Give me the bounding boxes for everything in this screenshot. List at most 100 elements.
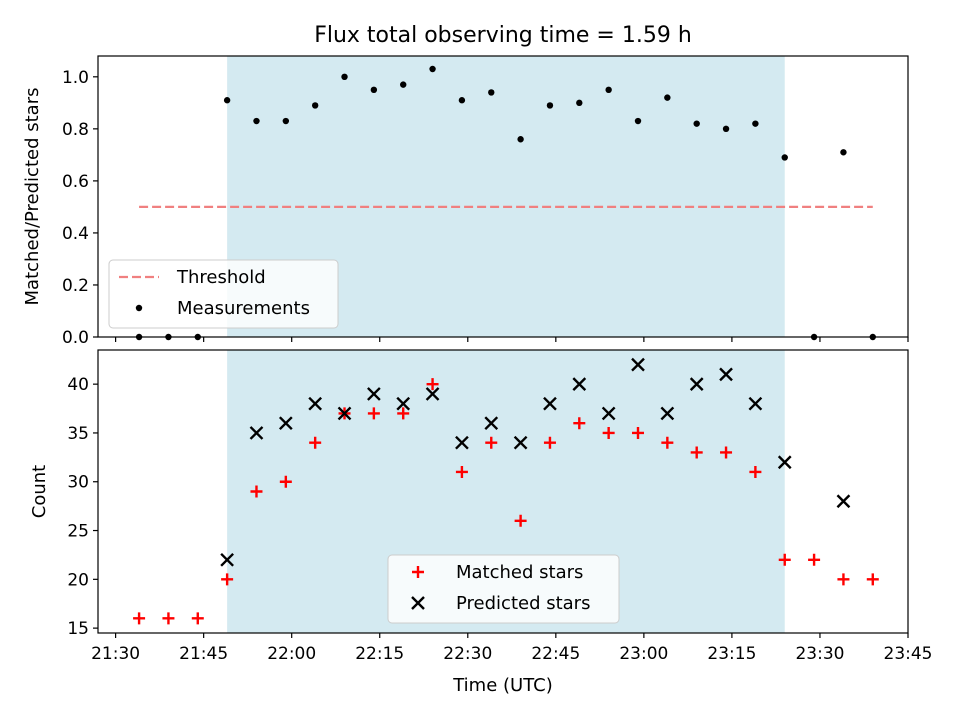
top-dot-point — [664, 94, 671, 101]
top-dot-point — [311, 102, 319, 109]
bottom-x-point — [367, 387, 381, 401]
top-y-tick-label: 0.4 — [62, 224, 89, 244]
top-dot-point — [605, 86, 612, 94]
bottom-y-tick-label: 20 — [67, 570, 89, 590]
bottom-x-point — [660, 406, 675, 421]
top-dot-point — [253, 117, 260, 125]
top-panel-flux-ratio: 0.0 0.2 0.4 0.6 0.8 1.0 Matched/Predicted star… — [22, 55, 909, 348]
bottom-legend: Matched stars Predicted stars — [387, 554, 620, 624]
bottom-plus-point — [602, 426, 615, 439]
legend-entry-label: Threshold — [176, 267, 266, 288]
top-y-tick-label: 0.6 — [62, 172, 89, 192]
top-dot-point — [693, 120, 700, 127]
x-axis-label: Time (UTC) — [452, 675, 553, 696]
top-dot-point — [341, 73, 348, 81]
top-legend-box — [108, 259, 339, 329]
bottom-plus-point — [720, 446, 733, 459]
bottom-plus-point — [250, 485, 263, 498]
top-y-tick-label: 0.0 — [62, 328, 89, 348]
bottom-plus-point — [279, 475, 292, 488]
bottom-x-point — [308, 396, 323, 411]
bottom-plus-point — [632, 426, 644, 439]
x-tick-label: 23:00 — [619, 644, 668, 664]
top-dot-point — [576, 99, 583, 107]
bottom-plus-point — [573, 417, 586, 430]
bottom-x-point — [425, 387, 440, 401]
bottom-plus-point — [162, 612, 175, 625]
bottom-x-point — [777, 455, 792, 470]
top-y-tick-label: 1.0 — [62, 68, 89, 88]
bottom-plus-point — [661, 436, 674, 449]
top-dot-point — [781, 154, 788, 161]
bottom-x-point — [278, 416, 293, 431]
bottom-plus-point — [837, 573, 850, 586]
bottom-x-point — [337, 406, 352, 421]
bottom-plus-point — [543, 436, 556, 449]
top-dot-point — [722, 125, 730, 133]
bottom-plus-point — [455, 465, 468, 478]
legend-entry-label: Predicted stars — [456, 593, 590, 614]
top-axes-frame — [97, 55, 909, 338]
bottom-plus-point — [690, 446, 703, 459]
top-dot-point — [458, 97, 466, 104]
bottom-y-tick-label: 25 — [67, 522, 89, 542]
bottom-x-point — [748, 396, 763, 411]
bottom-x-point — [719, 367, 733, 382]
x-tick-label: 23:15 — [707, 644, 756, 664]
bottom-plus-point — [221, 573, 234, 586]
legend-entry-label: Matched stars — [456, 562, 583, 583]
bottom-x-point — [543, 396, 557, 411]
bottom-plus-point — [808, 553, 821, 566]
bottom-plus-point — [133, 612, 146, 625]
top-y-tick-label: 0.2 — [62, 276, 89, 296]
bottom-x-point — [689, 377, 704, 392]
x-tick-label: 22:00 — [267, 644, 316, 664]
top-dot-point — [223, 97, 231, 104]
bottom-y-tick-label: 15 — [67, 619, 89, 639]
top-y-axis-label: Matched/Predicted stars — [22, 88, 43, 306]
bottom-plus-point — [426, 378, 439, 391]
bottom-plus-point — [309, 436, 322, 449]
bottom-x-point — [220, 552, 234, 567]
bottom-x-point — [836, 494, 851, 509]
top-dot-point — [282, 117, 290, 125]
top-y-tick-label: 0.8 — [62, 120, 89, 140]
bottom-plus-point — [866, 573, 879, 586]
x-tick-label: 22:15 — [355, 644, 404, 664]
bottom-legend-box — [387, 554, 620, 624]
legend-predicted-swatch — [411, 596, 425, 610]
top-dot-point — [840, 149, 847, 156]
bottom-plus-point — [191, 612, 204, 625]
x-tick-label: 22:30 — [443, 644, 492, 664]
bottom-axes-frame — [97, 349, 909, 634]
bottom-x-point — [455, 435, 469, 450]
bottom-y-axis-label: Count — [29, 465, 50, 518]
top-dot-point — [400, 81, 407, 88]
bottom-plus-point — [749, 465, 762, 478]
bottom-plus-point — [778, 553, 791, 566]
top-legend: Threshold Measurements — [108, 259, 339, 329]
bottom-panel-star-counts: 15 20 25 30 35 40 Count 21:30 21:45 22:00 22:15 22:… — [29, 349, 933, 664]
legend-matched-swatch — [412, 566, 424, 578]
x-tick-label: 23:45 — [884, 644, 933, 664]
x-tick-label: 23:30 — [795, 644, 844, 664]
x-tick-label: 21:45 — [179, 644, 228, 664]
bottom-x-point — [631, 357, 645, 372]
bottom-plus-point — [485, 436, 498, 449]
bottom-y-tick-label: 40 — [67, 375, 89, 395]
top-dot-point — [370, 86, 378, 94]
legend-measurements-swatch — [135, 304, 143, 312]
bottom-plus-point — [514, 514, 527, 527]
bottom-plus-point — [367, 407, 380, 420]
bottom-x-point — [572, 377, 587, 392]
bottom-x-point — [601, 406, 616, 421]
x-tick-label: 22:45 — [531, 644, 580, 664]
top-dot-point — [517, 136, 524, 143]
bottom-y-tick-label: 35 — [67, 424, 89, 444]
x-tick-label: 21:30 — [91, 644, 140, 664]
legend-entry-label: Measurements — [177, 298, 310, 319]
bottom-plus-point — [397, 407, 410, 420]
top-dot-point — [752, 120, 759, 127]
bottom-x-point — [396, 396, 411, 411]
